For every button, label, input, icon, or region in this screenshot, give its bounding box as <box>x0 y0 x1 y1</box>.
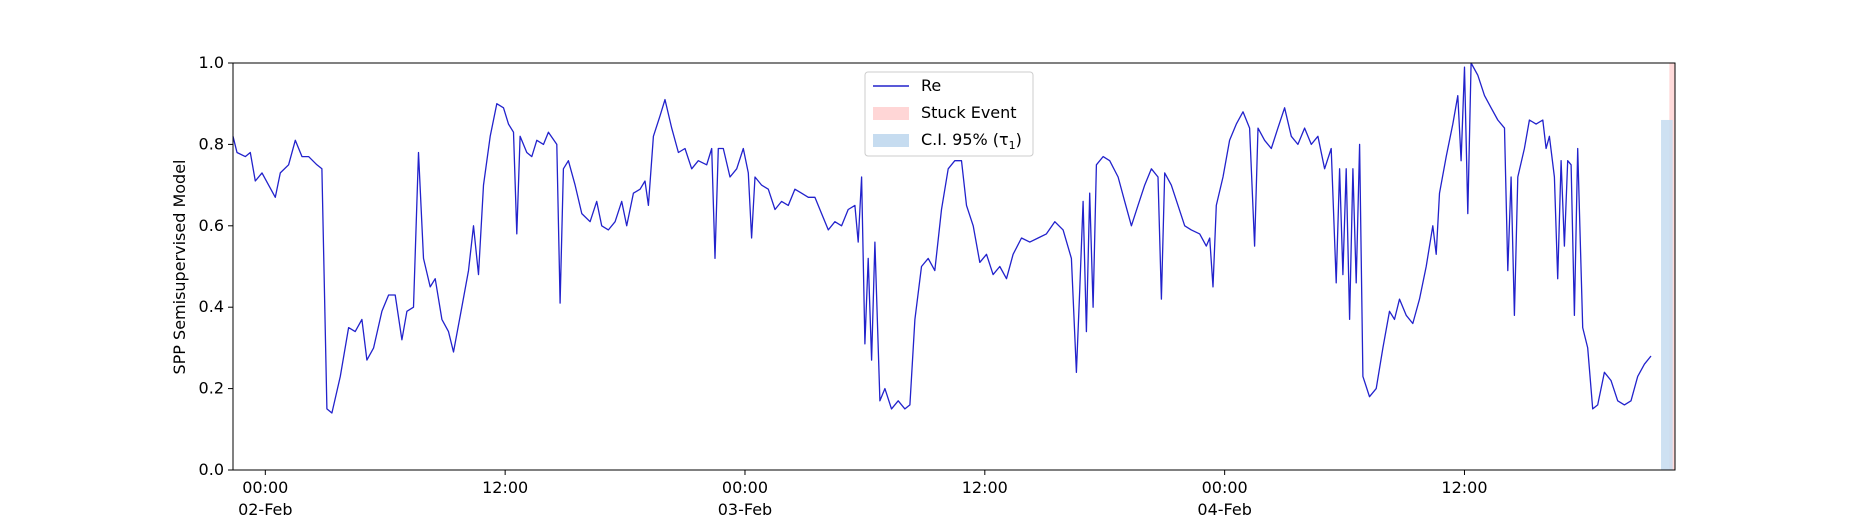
series-line-re <box>232 62 1652 414</box>
x-tick-label: 12:00 <box>962 478 1008 497</box>
x-tick-label: 00:00 <box>242 478 288 497</box>
x-tick-label: 00:00 <box>1202 478 1248 497</box>
y-axis-title: SPP Semisupervised Model <box>170 160 189 375</box>
x-tick-label: 12:00 <box>482 478 528 497</box>
y-tick-label: 1.0 <box>199 53 224 72</box>
legend-swatch-ci <box>873 134 909 147</box>
y-tick-label: 0.2 <box>199 379 224 398</box>
legend: Re Stuck Event C.I. 95% (τ1) <box>864 71 1034 157</box>
legend-item-ci: C.I. 95% (τ1) <box>873 130 1022 152</box>
x-tick-label: 02-Feb <box>238 500 292 519</box>
confidence-interval-span <box>1661 119 1673 470</box>
legend-label-stuck-event: Stuck Event <box>921 103 1017 122</box>
y-tick-label: 0.4 <box>199 297 224 316</box>
x-tick-label: 1900 <box>245 522 286 525</box>
axes: 0.0 0.2 0.4 0.6 0.8 1.0 00:00 02-Feb 1900 12:00 00… <box>199 53 1676 525</box>
y-tick-label: 0.8 <box>199 134 224 153</box>
x-tick-label: 00:00 <box>722 478 768 497</box>
x-tick-label: 04-Feb <box>1197 500 1251 519</box>
legend-label-ci: C.I. 95% (τ1) <box>921 130 1022 152</box>
plot-area <box>232 62 1675 470</box>
legend-item-stuck-event: Stuck Event <box>873 103 1017 122</box>
y-tick-label: 0.0 <box>199 460 224 479</box>
plot-frame <box>232 62 1676 471</box>
legend-item-re: Re <box>873 76 941 95</box>
legend-label-re: Re <box>921 76 941 95</box>
y-tick-label: 0.6 <box>199 216 224 235</box>
x-tick-label: 03-Feb <box>718 500 772 519</box>
legend-swatch-stuck-event <box>873 107 909 120</box>
x-tick-label: 12:00 <box>1441 478 1487 497</box>
